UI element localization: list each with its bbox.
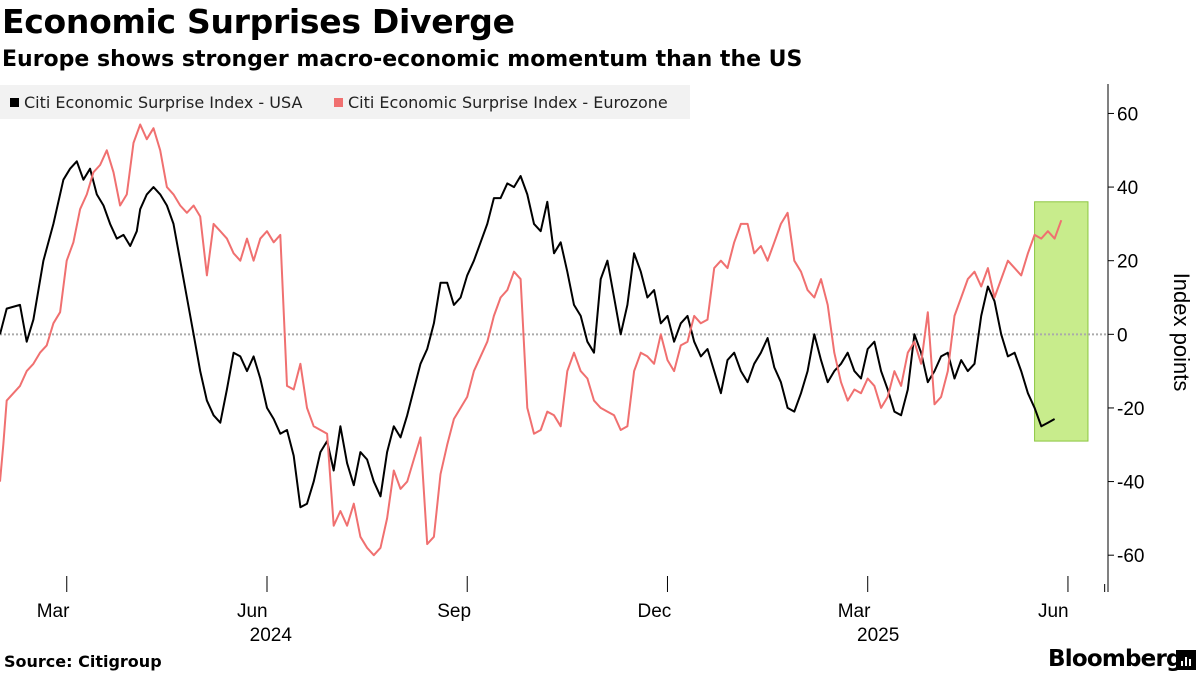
x-tick-label: Mar	[37, 601, 70, 622]
chart-subtitle: Europe shows stronger macro-economic mom…	[2, 47, 803, 72]
series-line-usa	[0, 160, 1056, 509]
x-tick-label: Sep	[437, 601, 471, 622]
legend-item-eurozone: Citi Economic Surprise Index - Eurozone	[334, 85, 668, 119]
x-tick-label: Jun	[237, 601, 268, 622]
y-tick-label: -20	[1117, 399, 1144, 420]
x-year-label: 2024	[250, 625, 293, 646]
legend-label-eurozone: Citi Economic Surprise Index - Eurozone	[348, 92, 668, 112]
y-tick-label: 20	[1117, 252, 1138, 273]
brand-logo: Bloomberg	[1048, 646, 1182, 672]
legend-label-usa: Citi Economic Surprise Index - USA	[24, 92, 303, 112]
chart-title: Economic Surprises Diverge	[2, 2, 515, 41]
legend-item-usa: Citi Economic Surprise Index - USA	[10, 85, 302, 119]
x-year-label: 2025	[857, 625, 899, 646]
legend: Citi Economic Surprise Index - USA Citi …	[0, 85, 690, 119]
x-tick-label: Dec	[637, 601, 671, 622]
legend-swatch-usa	[10, 97, 19, 107]
x-tick-label: Mar	[838, 601, 871, 622]
legend-swatch-eurozone	[334, 97, 343, 107]
x-tick-label: Jun	[1038, 601, 1069, 622]
highlight-box	[1034, 201, 1089, 442]
source-note: Source: Citigroup	[4, 652, 162, 671]
bloomberg-icon	[1176, 650, 1196, 670]
y-tick-label: -60	[1117, 546, 1144, 567]
y-tick-label: 0	[1117, 325, 1128, 346]
series-line-eurozone	[0, 123, 1063, 557]
y-axis-label: Index points	[1169, 273, 1194, 392]
y-tick-label: 60	[1117, 104, 1138, 125]
y-tick-label: -40	[1117, 473, 1144, 494]
y-tick-label: 40	[1117, 178, 1138, 199]
